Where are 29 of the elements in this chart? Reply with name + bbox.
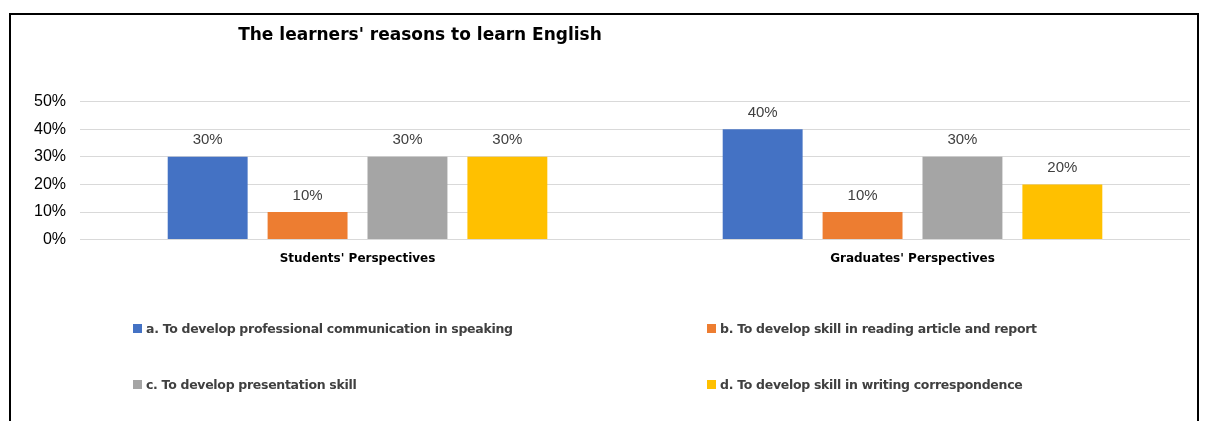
legend-label: b. To develop skill in reading article and report [720, 320, 1037, 336]
bar [267, 212, 348, 240]
y-tick-label: 30% [33, 147, 67, 165]
chart-title: The learners' reasons to learn English [237, 24, 603, 44]
data-label: 30% [947, 130, 978, 148]
data-label: 30% [392, 130, 423, 148]
data-label: 30% [192, 130, 223, 148]
y-tick-label: 50% [33, 92, 67, 110]
bar [367, 156, 448, 240]
bar [167, 156, 248, 240]
data-label: 40% [747, 102, 778, 120]
bar [467, 156, 548, 240]
legend-label: c. To develop presentation skill [146, 376, 357, 392]
data-label: 20% [1047, 158, 1078, 176]
data-label: 30% [492, 130, 523, 148]
y-tick-label: 0% [42, 230, 67, 248]
data-label: 10% [292, 185, 323, 203]
bar [922, 156, 1003, 240]
y-tick-label: 10% [33, 202, 67, 220]
data-label: 10% [847, 185, 878, 203]
bar [822, 212, 903, 240]
legend-label: a. To develop professional communication in speaking [146, 320, 513, 336]
y-tick-label: 40% [33, 119, 67, 137]
x-tick-label: Students' Perspectives [279, 250, 436, 265]
bar [722, 129, 803, 240]
bar [1022, 184, 1103, 240]
legend-label: d. To develop skill in writing correspondence [720, 376, 1023, 392]
y-tick-label: 20% [33, 174, 67, 192]
x-tick-label: Graduates' Perspectives [830, 250, 995, 265]
